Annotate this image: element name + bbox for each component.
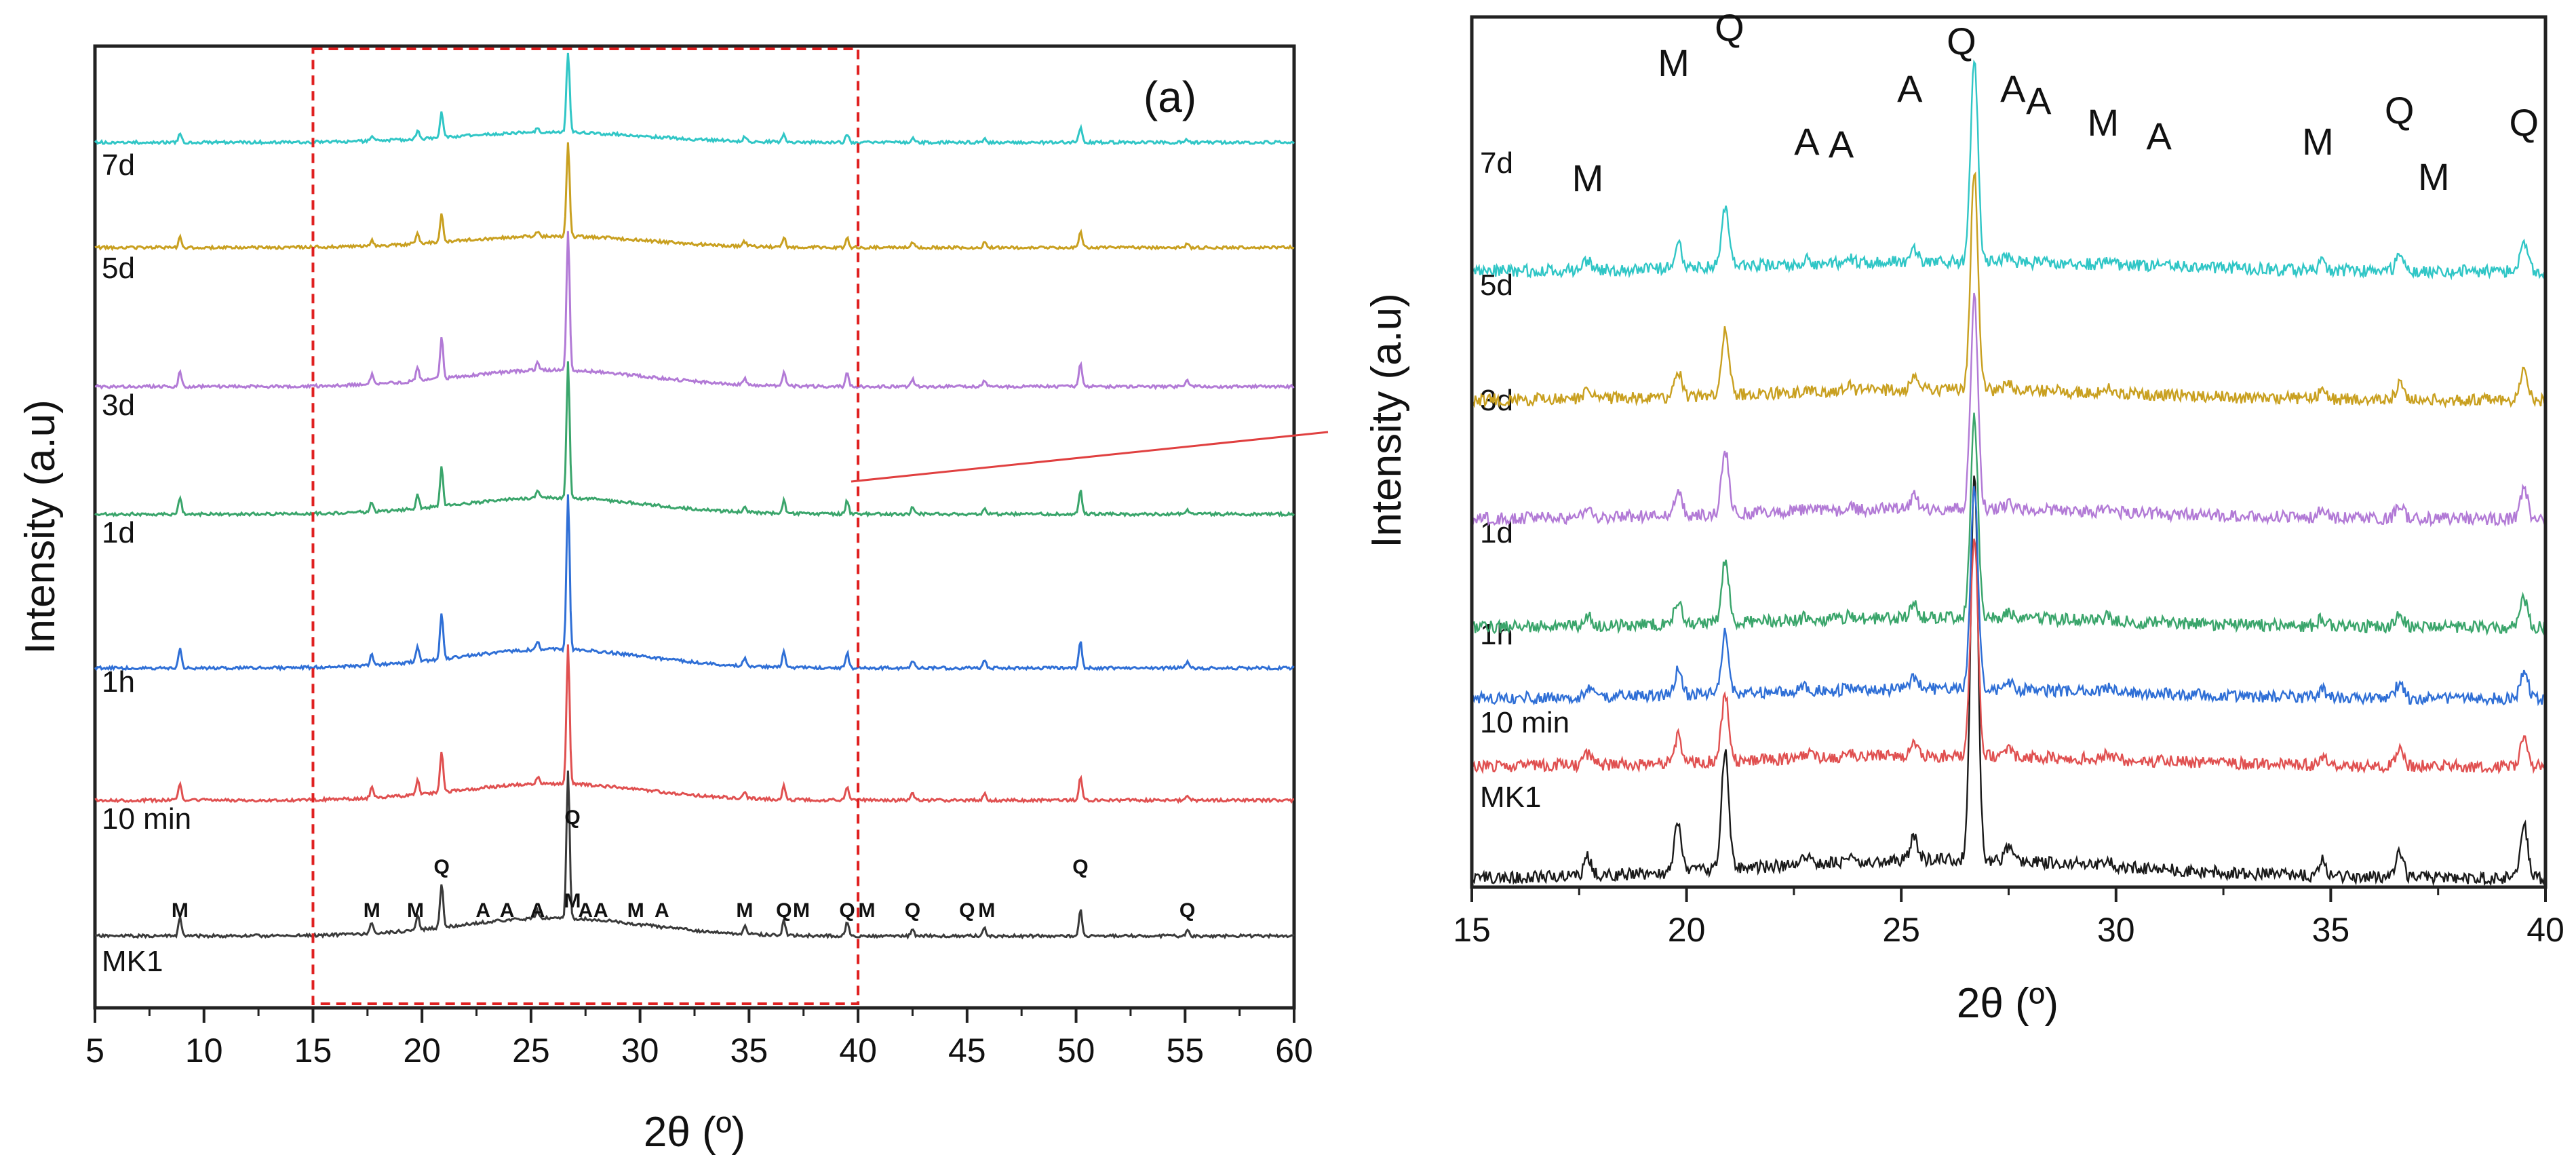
x-tick-label: 60 xyxy=(1275,1032,1313,1070)
trace-label: 7d xyxy=(102,149,135,182)
panel-b-y-axis-title: Intensity (a.u) xyxy=(1363,293,1410,548)
trace-mk1 xyxy=(94,770,1295,940)
phase-label: A xyxy=(1829,123,1854,165)
trace-1h xyxy=(94,494,1295,672)
phase-label: A xyxy=(500,899,515,922)
trace-5d xyxy=(94,142,1295,252)
phase-label: Q xyxy=(1715,6,1744,49)
phase-label: M xyxy=(564,890,581,912)
trace-3d xyxy=(94,231,1295,391)
x-tick-label: 50 xyxy=(1057,1032,1095,1070)
x-tick-label: 35 xyxy=(730,1032,768,1070)
x-tick-label: 40 xyxy=(2526,911,2564,949)
phase-label: A xyxy=(2146,115,2172,157)
phase-label: Q xyxy=(839,899,855,922)
panel-a-traces: MK1 10 min 1h 1d 3d 5d 7d xyxy=(94,52,1295,978)
phase-label: Q xyxy=(959,899,975,922)
phase-label: Q xyxy=(2385,89,2415,132)
trace-label: 10 min xyxy=(1480,706,1569,739)
phase-label: M xyxy=(858,899,875,922)
phase-label: A xyxy=(1794,120,1820,163)
phase-label: Q xyxy=(564,806,580,829)
trace-7d xyxy=(1471,59,2547,281)
x-tick-label: 40 xyxy=(839,1032,877,1070)
phase-label: M xyxy=(978,899,995,922)
panel-a-zoom-box xyxy=(311,47,860,1005)
x-tick-label: 10 xyxy=(185,1032,223,1070)
trace-3d xyxy=(1470,292,2547,528)
phase-label: Q xyxy=(1072,856,1088,878)
phase-label: A xyxy=(655,899,669,922)
phase-label: M xyxy=(1658,41,1690,84)
x-tick-label: 25 xyxy=(1882,911,1920,949)
x-tick-label: 45 xyxy=(948,1032,986,1070)
phase-label: Q xyxy=(1947,20,1976,62)
phase-label: A xyxy=(2000,67,2026,110)
phase-label: M xyxy=(793,899,810,922)
x-tick-label: 15 xyxy=(1453,911,1491,949)
trace-mk1 xyxy=(1470,475,2547,886)
trace-10-min xyxy=(1471,539,2546,775)
phase-label: M xyxy=(364,899,380,922)
phase-label: M xyxy=(2302,120,2334,163)
x-tick-label: 30 xyxy=(621,1032,659,1070)
phase-label: M xyxy=(407,899,424,922)
trace-label: 3d xyxy=(102,389,135,422)
phase-label: A xyxy=(2026,79,2052,122)
panel-a-y-axis-title: Intensity (a.u) xyxy=(17,399,64,654)
x-tick-label: 30 xyxy=(2097,911,2135,949)
panel-b-x-axis: 15 20 25 30 35 40 xyxy=(1453,887,2564,949)
x-tick-label: 25 xyxy=(512,1032,550,1070)
phase-label: M xyxy=(2087,101,2119,144)
trace-label: 1h xyxy=(102,665,135,699)
phase-label: Q xyxy=(2510,101,2539,144)
panel-a-label: (a) xyxy=(1144,73,1196,121)
panel-b-x-axis-title: 2θ (º) xyxy=(1957,980,2058,1027)
panel-a-x-axis: 5 10 15 20 25 30 35 40 45 50 55 60 xyxy=(85,1008,1313,1070)
trace-label: MK1 xyxy=(1480,781,1541,814)
phase-label: M xyxy=(736,899,753,922)
phase-label: Q xyxy=(433,856,449,878)
phase-label: A xyxy=(530,899,545,922)
trace-label: 10 min xyxy=(102,802,191,836)
x-tick-label: 15 xyxy=(294,1032,332,1070)
trace-label: 7d xyxy=(1480,146,1513,180)
phase-label: A xyxy=(593,899,608,922)
phase-label: M xyxy=(172,899,189,922)
trace-label: 1d xyxy=(102,516,135,549)
trace-1h xyxy=(1470,486,2547,707)
trace-5d xyxy=(1471,171,2546,409)
phase-label: A xyxy=(1897,67,1923,110)
trace-10-min xyxy=(94,644,1295,804)
panel-a-x-axis-title: 2θ (º) xyxy=(644,1109,745,1156)
x-tick-label: 35 xyxy=(2312,911,2350,949)
x-tick-label: 55 xyxy=(1166,1032,1204,1070)
phase-label: Q xyxy=(776,899,792,922)
phase-label: A xyxy=(475,899,490,922)
phase-label: A xyxy=(578,899,593,922)
phase-label: Q xyxy=(1179,899,1195,922)
zoom-connector-line xyxy=(851,431,1329,483)
x-tick-label: 20 xyxy=(1668,911,1706,949)
x-tick-label: 5 xyxy=(85,1032,104,1070)
phase-label: M xyxy=(1572,157,1604,199)
phase-label: M xyxy=(2418,155,2450,198)
trace-1d xyxy=(1470,412,2547,636)
x-tick-label: 20 xyxy=(403,1032,441,1070)
phase-label: M xyxy=(627,899,644,922)
trace-1d xyxy=(94,361,1295,518)
trace-label: 5d xyxy=(102,252,135,285)
trace-7d xyxy=(94,52,1295,146)
trace-label: MK1 xyxy=(102,945,163,978)
phase-label: Q xyxy=(905,899,920,922)
